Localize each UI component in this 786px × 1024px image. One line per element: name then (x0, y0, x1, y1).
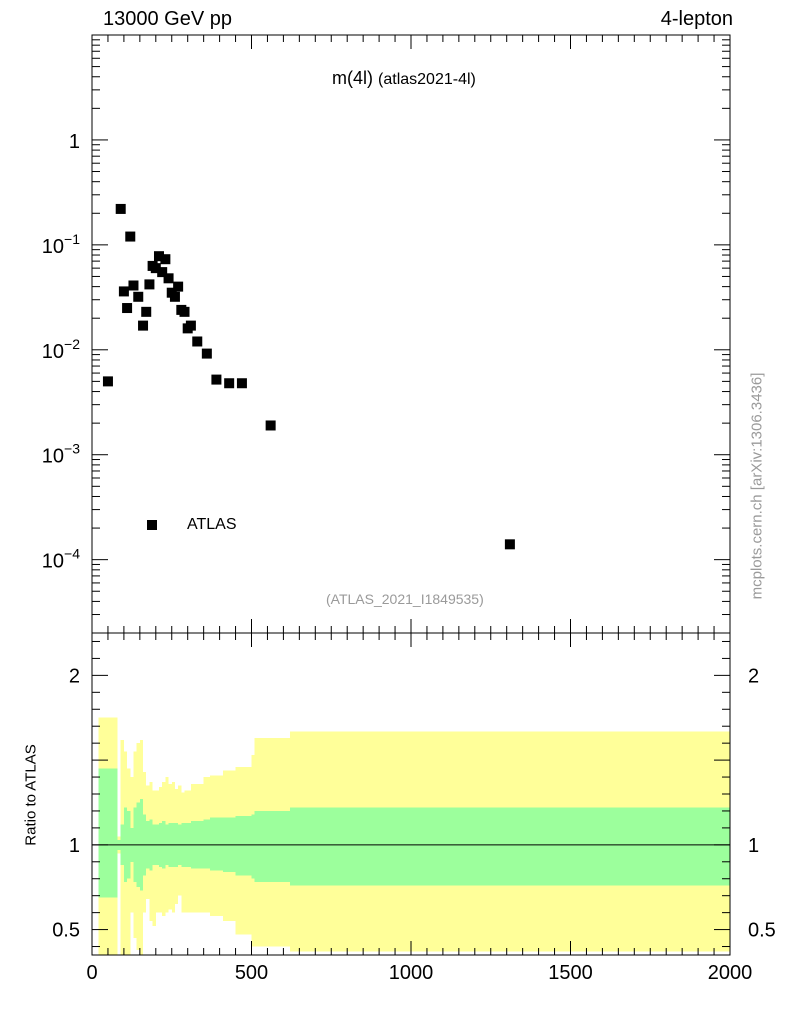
main-data-markers (102, 203, 515, 550)
y-tick-label-main: 10−4 (42, 546, 80, 573)
data-point-7 (138, 320, 149, 331)
y-tick-label-ratio-left: 0.5 (52, 920, 80, 942)
data-point-2 (118, 286, 129, 297)
data-point-25 (211, 374, 222, 385)
data-point-18 (173, 281, 184, 292)
ratio-inner-band-0 (98, 768, 118, 898)
plot-title-sub: (atlas2021-4l) (378, 71, 476, 88)
data-point-15 (163, 273, 174, 284)
axis-ticks (91, 35, 731, 955)
x-tick-label: 2000 (708, 962, 753, 984)
y-tick-label-ratio-right: 2 (748, 665, 759, 687)
data-point-24 (201, 348, 212, 359)
ratio-inner-band-25 (203, 819, 211, 869)
legend-label: ATLAS (187, 516, 237, 533)
data-point-20 (179, 306, 190, 317)
data-point-13 (157, 267, 168, 278)
ratio-bands (98, 717, 730, 956)
ratio-inner-band-31 (289, 807, 730, 886)
channel-label: 4-lepton (660, 8, 733, 30)
data-point-12 (153, 251, 164, 262)
data-point-4 (125, 231, 136, 242)
legend-marker (147, 520, 157, 530)
x-tick-label: 500 (235, 962, 268, 984)
y-tick-label-main: 10−2 (42, 336, 80, 363)
analysis-reference: (ATLAS_2021_I1849535) (326, 591, 484, 607)
data-point-3 (122, 303, 133, 314)
data-point-17 (169, 291, 180, 302)
y-tick-label-main: 10−1 (42, 231, 80, 258)
x-tick-label: 0 (86, 962, 97, 984)
data-point-22 (185, 320, 196, 331)
data-point-27 (236, 378, 247, 389)
energy-label: 13000 GeV pp (103, 8, 232, 30)
y-tick-label-ratio-right: 0.5 (748, 920, 776, 942)
data-point-29 (504, 539, 515, 550)
y-tick-label-main: 10−3 (42, 441, 80, 468)
ratio-axis-label: Ratio to ATLAS (22, 744, 40, 846)
data-point-8 (141, 306, 152, 317)
plot-title-main: m(4l) (332, 68, 373, 88)
data-point-23 (192, 336, 203, 347)
x-tick-label: 1000 (389, 962, 434, 984)
data-point-0 (102, 376, 113, 387)
data-point-1 (115, 203, 126, 214)
ratio-inner-band-30 (254, 810, 290, 883)
data-point-26 (224, 378, 235, 389)
y-tick-label-ratio-left: 1 (69, 835, 80, 857)
data-point-28 (265, 420, 276, 431)
x-tick-label: 1500 (548, 962, 593, 984)
data-point-5 (128, 280, 139, 291)
data-point-11 (150, 263, 161, 274)
ratio-inner-band-28 (235, 816, 252, 876)
y-tick-label-ratio-left: 2 (69, 665, 80, 687)
y-tick-label-main: 1 (69, 131, 80, 153)
data-point-14 (160, 254, 171, 265)
axis-tick-labels: 0 500 1000 1500 2000 10−4 10−3 10−2 10−1 1 0.5 0.5 1… (42, 131, 776, 984)
ratio-inner-band-26 (210, 817, 223, 871)
ratio-inner-band-29 (251, 814, 255, 879)
plot-title: m(4l) (atlas2021-4l) (332, 68, 476, 89)
data-point-9 (144, 279, 155, 290)
watermark: mcplots.cern.ch [arXiv:1306.3436] (748, 372, 766, 600)
y-tick-label-ratio-right: 1 (748, 835, 759, 857)
data-point-6 (133, 291, 144, 302)
